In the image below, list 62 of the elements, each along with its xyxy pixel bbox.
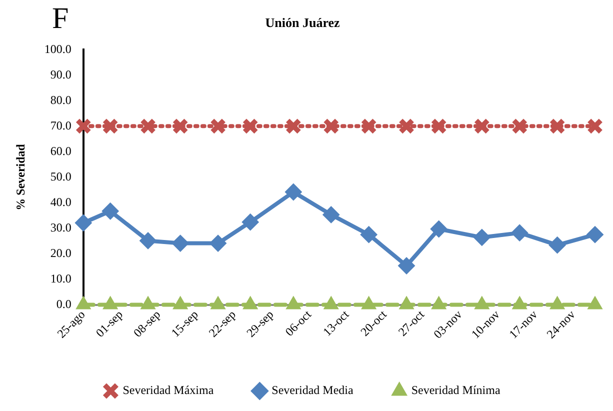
y-tick-label: 20.0 [50,246,72,260]
point [322,206,340,224]
y-tick-label: 50.0 [50,169,72,184]
point [586,118,604,134]
point [172,296,188,310]
y-tick-label: 40.0 [50,194,72,209]
point [75,118,92,134]
point [74,214,92,232]
point [102,118,118,134]
point [210,296,226,310]
point [361,296,376,310]
point [286,296,301,310]
chart-title: Unión Juárez [265,15,340,30]
point [322,118,340,134]
point [76,296,91,310]
y-tick-label: 90.0 [50,67,72,82]
y-tick-label: 0.0 [56,296,72,311]
point [284,183,302,200]
point [399,296,414,310]
point [549,118,566,134]
point [430,118,447,134]
point [172,234,189,252]
y-tick-label: 100.0 [44,42,72,56]
legend-label: Severidad Mínima [411,383,501,398]
point [511,118,528,134]
point [398,257,416,274]
point [548,236,566,254]
point [474,118,490,134]
point [431,296,446,310]
point [210,234,227,252]
y-tick-label: 80.0 [50,92,72,107]
point [242,214,259,231]
point [398,118,415,134]
point [473,228,490,246]
point [360,118,377,134]
point [588,296,602,310]
legend-label: Severidad Máxima [122,383,214,398]
point [140,296,156,310]
y-tick-label: 70.0 [50,118,72,132]
text: F [52,2,69,36]
point [586,226,604,244]
y-tick-label: 10.0 [50,271,72,286]
point [474,296,490,310]
point [102,202,119,220]
point [140,118,156,134]
y-axis-title: % Severidad [13,144,28,210]
point [360,226,378,244]
y-tick-label: 60.0 [50,144,72,158]
point [140,232,157,250]
point [550,296,565,310]
point [172,118,188,134]
legend-label: Severidad Media [272,383,354,398]
point [210,118,226,134]
point [324,296,339,310]
point [512,296,528,310]
point [242,118,258,134]
point [511,224,528,242]
point [430,220,448,238]
point [102,296,118,310]
point [242,296,258,310]
y-tick-label: 30.0 [50,220,72,234]
point [285,118,302,134]
